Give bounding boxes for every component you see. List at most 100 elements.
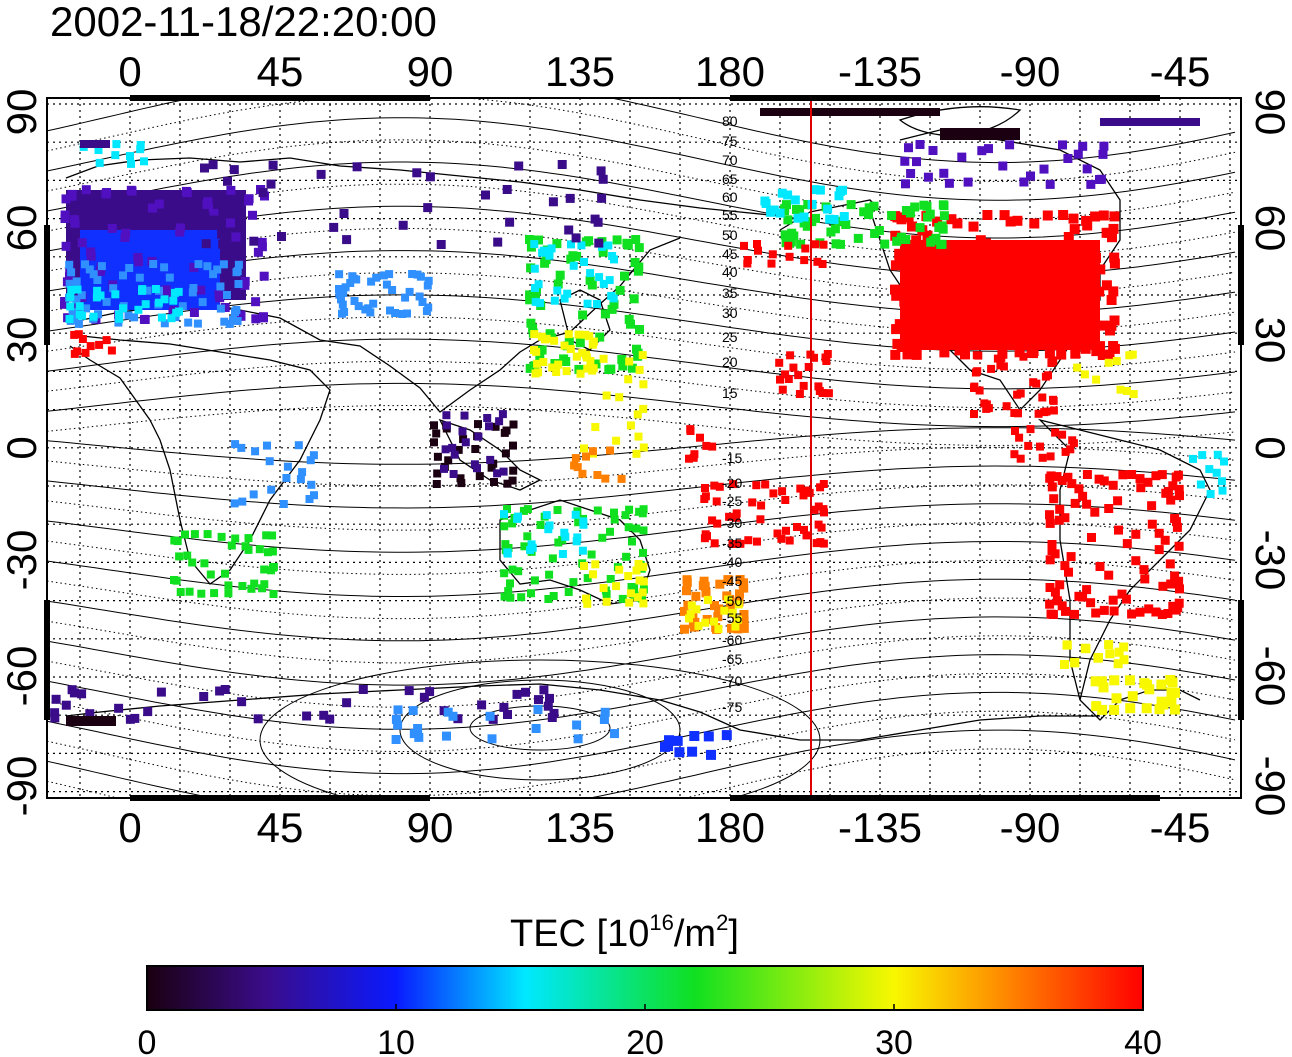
tec-cell (225, 319, 234, 328)
tec-cell (238, 497, 247, 506)
tec-cell (198, 298, 207, 307)
tec-cell (433, 452, 442, 461)
tec-cell (223, 176, 232, 186)
tec-cell (753, 537, 761, 546)
tec-cell (1078, 141, 1088, 151)
tec-cell (473, 464, 481, 473)
tec-cell (1112, 357, 1121, 365)
tec-cell (136, 145, 145, 154)
tec-cell (169, 296, 178, 305)
tec-cell (125, 264, 134, 272)
tec-cell (545, 693, 554, 703)
tec-cell (905, 208, 915, 218)
tec-cell (1050, 331, 1061, 342)
colorbar-tick-label: 0 (138, 1024, 157, 1057)
tec-cell (266, 179, 276, 189)
tec-cell (85, 709, 95, 719)
tec-cell (698, 581, 708, 590)
tec-cell (864, 210, 873, 219)
tec-cell (834, 191, 844, 201)
tec-cell (1049, 280, 1060, 291)
tec-cell (1109, 252, 1120, 263)
tec-cell (460, 411, 469, 420)
tec-cell (138, 286, 146, 295)
tec-cell (1108, 341, 1119, 351)
tec-cell (606, 575, 615, 583)
tec-cell (107, 223, 117, 233)
tec-cell (220, 303, 230, 312)
tec-cell (231, 440, 240, 449)
tec-cell (1140, 574, 1150, 584)
tec-cell (504, 544, 513, 552)
tec-cell (624, 572, 633, 580)
tec-cell (81, 260, 89, 269)
tec-cell (449, 470, 458, 478)
tec-cell (558, 550, 567, 558)
lat-tick-right: 0 (1247, 436, 1292, 459)
tec-cell (498, 410, 507, 419)
colorbar-title: TEC [1016/m2] (510, 910, 739, 955)
tec-cell (1135, 607, 1145, 617)
lon-tick-top: -45 (1150, 48, 1211, 95)
tec-cell (601, 474, 610, 483)
tec-cell (425, 172, 435, 182)
tec-cell (193, 319, 202, 328)
tec-cell (752, 481, 761, 490)
tec-cell (622, 552, 631, 561)
tec-cell (346, 279, 355, 287)
tec-cell (454, 445, 463, 454)
tec-cell (625, 598, 634, 607)
tec-cell (1144, 684, 1155, 695)
contour-line (47, 117, 1236, 201)
tec-cell (1055, 580, 1065, 590)
tec-cell (477, 700, 487, 710)
tec-cell (65, 272, 74, 282)
tec-cell (419, 692, 429, 702)
tec-cell (553, 286, 562, 295)
tec-cell (1045, 583, 1055, 592)
tec-cell (761, 480, 770, 489)
tec-cell (1097, 350, 1108, 360)
tec-cell (221, 569, 229, 578)
tec-cell (785, 536, 794, 545)
tec-cell (503, 710, 512, 719)
colorbar-tick-label: 40 (1124, 1024, 1162, 1057)
tec-cell (1029, 218, 1040, 229)
contour-line (47, 404, 1236, 447)
tec-cell (1206, 490, 1215, 498)
tec-cell (448, 443, 457, 452)
tec-cell (728, 540, 737, 548)
tec-cell (190, 530, 199, 539)
contour-line (47, 522, 1236, 575)
tec-cell (604, 241, 613, 250)
contour-line (47, 691, 1236, 775)
tec-cell (887, 211, 897, 220)
tec-cell (680, 624, 689, 634)
contour-line (47, 427, 1236, 465)
colorbar-tick-label: 20 (626, 1024, 664, 1057)
tec-cell (1104, 504, 1114, 513)
tec-cell (442, 411, 451, 420)
tec-cell (458, 427, 467, 436)
tec-cell (512, 689, 522, 699)
contour-line (47, 729, 1236, 798)
contour-label: -20 (722, 475, 742, 491)
tec-cell (86, 247, 96, 257)
tec-cell (514, 512, 522, 521)
tec-cell (624, 375, 633, 384)
tec-cell (157, 313, 166, 322)
tec-cell (530, 240, 539, 249)
tec-cell (119, 304, 127, 313)
tec-cell (952, 218, 963, 229)
tec-cell (725, 603, 735, 613)
tec-cell (1063, 472, 1073, 482)
tec-cell (686, 425, 695, 434)
tec-cell (974, 351, 983, 360)
tec-cell (65, 315, 74, 323)
tec-cell (631, 235, 641, 244)
tec-cell (778, 385, 787, 394)
tec-cell (183, 551, 192, 560)
tec-cell (633, 593, 642, 602)
tec-cell (143, 707, 153, 717)
tec-cell (734, 600, 743, 609)
